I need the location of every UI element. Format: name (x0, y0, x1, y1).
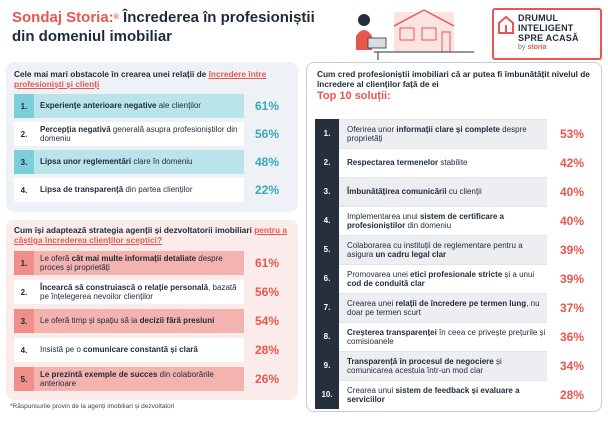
list-item: 4. Implementarea unui sistem de certific… (315, 206, 597, 235)
percent-value: 53% (559, 126, 585, 141)
percent-value: 26% (254, 372, 280, 386)
percent-value: 42% (559, 155, 585, 170)
list-item: 5. Colaborarea cu instituții de reglemen… (315, 235, 597, 264)
list-item: 9. Transparență în procesul de negociere… (315, 351, 597, 380)
strategy-panel: Cum își adaptează strategia agenții și d… (6, 220, 298, 400)
percent-value: 61% (254, 99, 280, 113)
percent-value: 39% (559, 242, 585, 257)
house-logo-icon (498, 16, 514, 34)
list-item: 8. Creșterea transparenței în ceea ce pr… (315, 322, 597, 351)
list-item: 4. Insistă pe o comunicare constantă și … (14, 338, 290, 362)
list-item: 3. Lipsa unor reglementări clare în dome… (14, 150, 290, 174)
list-item: 1. Experiențe anterioare negative ale cl… (14, 94, 290, 118)
title-rest: Încrederea în profesioniștii (118, 9, 315, 26)
obstacles-panel: Cele mai mari obstacole în crearea unei … (6, 62, 298, 212)
percent-value: 40% (559, 213, 585, 228)
percent-value: 28% (559, 387, 585, 402)
list-item: 3. Le oferă timp și spațiu să ia decizii… (14, 309, 290, 333)
footnote: *Răspunsurile provin de la agenți imobil… (10, 403, 175, 410)
page-title: Sondaj Storia:® Încrederea în profesioni… (12, 8, 332, 46)
list-item: 5. Le prezintă exemple de succes din col… (14, 367, 290, 391)
list-item: 6. Promovarea unei etici profesionale st… (315, 264, 597, 293)
percent-value: 56% (254, 127, 280, 141)
percent-value: 48% (254, 155, 280, 169)
solutions-question: Cum cred profesioniștii imobiliari că ar… (317, 69, 593, 103)
percent-value: 39% (559, 271, 585, 286)
list-item: 2. Încearcă să construiască o relație pe… (14, 280, 290, 304)
drumul-inteligent-logo: DRUMUL INTELIGENT SPRE ACASĂ by storia (492, 8, 602, 60)
percent-value: 36% (559, 329, 585, 344)
list-item: 10. Crearea unui sistem de feedback și e… (315, 380, 597, 409)
strategy-question: Cum își adaptează strategia agenții și d… (14, 225, 287, 245)
percent-value: 22% (254, 183, 280, 197)
percent-value: 61% (254, 256, 280, 270)
list-item: 4. Lipsa de transparență din partea clie… (14, 178, 290, 202)
title-brand: Sondaj Storia: (12, 9, 114, 26)
storia-brand: storia (527, 44, 547, 51)
list-item: 2. Respectarea termenelor stabilite 42% (315, 148, 597, 177)
percent-value: 28% (254, 343, 280, 357)
solutions-panel: Cum cred profesioniștii imobiliari că ar… (306, 62, 602, 412)
percent-value: 40% (559, 184, 585, 199)
obstacles-question: Cele mai mari obstacole în crearea unei … (14, 69, 267, 89)
percent-value: 34% (559, 358, 585, 373)
list-item: 1. Oferirea unor informații clare și com… (315, 119, 597, 148)
top-10-label: Top 10 soluții: (317, 90, 391, 102)
percent-value: 56% (254, 285, 280, 299)
woman-laptop-house-illustration (356, 9, 474, 60)
list-item: 1. Le oferă cât mai multe informații det… (14, 251, 290, 275)
percent-value: 54% (254, 314, 280, 328)
registered-mark: ® (113, 14, 119, 21)
list-item: 3. Îmbunătățirea comunicării cu clienții… (315, 177, 597, 206)
percent-value: 37% (559, 300, 585, 315)
list-item: 7. Crearea unei relații de încredere pe … (315, 293, 597, 322)
title-line-2: din domeniul imobiliar (12, 28, 173, 45)
list-item: 2. Percepția negativă generală asupra pr… (14, 122, 290, 146)
